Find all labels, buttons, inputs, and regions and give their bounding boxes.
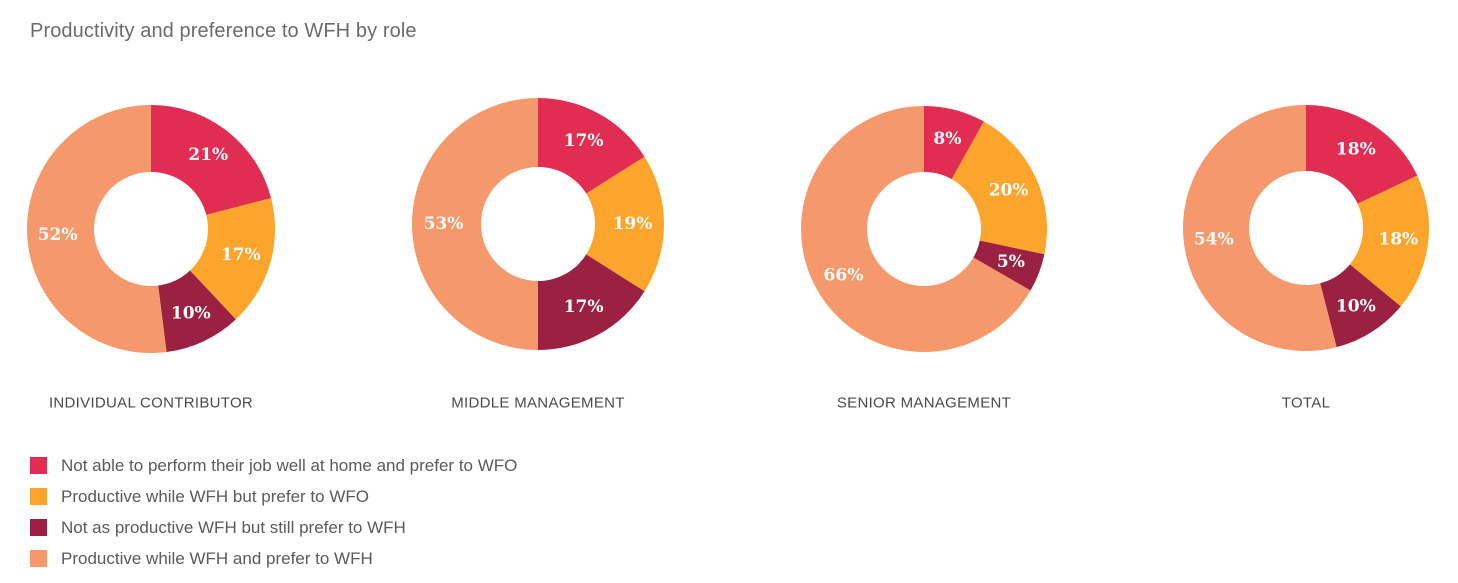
- slice-productive-prefer-wfh: [26, 105, 167, 353]
- slice-label: 10%: [1336, 297, 1376, 317]
- slice-productive-prefer-wfh: [1183, 105, 1337, 351]
- slice-label: 17%: [564, 297, 604, 317]
- slice-not-able-prefer-wfo: [924, 106, 984, 180]
- donut-hole: [867, 172, 981, 286]
- legend-label: Productive while WFH and prefer to WFH: [61, 548, 373, 568]
- legend-item-not-as-productive-prefer-wfh: Not as productive WFH but still prefer t…: [30, 512, 517, 543]
- slice-label: 18%: [1336, 139, 1376, 159]
- slice-not-as-productive-prefer-wfh: [1320, 264, 1401, 348]
- slice-not-able-prefer-wfo: [1306, 105, 1418, 204]
- slice-label: 21%: [188, 145, 228, 165]
- donut-hole: [481, 167, 595, 281]
- donut-chart-senior-management: 8% 20% 5% 66% SENIOR MANAGEMENT: [801, 105, 1047, 412]
- slice-label: 52%: [38, 225, 78, 245]
- legend-item-not-able-prefer-wfo: Not able to perform their job well at ho…: [30, 450, 517, 481]
- slice-label: 54%: [1194, 230, 1234, 250]
- chart-name: TOTAL: [1282, 395, 1330, 412]
- donut-chart-individual-contributor: 21% 17% 10% 52% INDIVIDUAL CONTRIBUTOR: [26, 105, 275, 412]
- slice-label: 8%: [933, 129, 961, 149]
- slice-label: 19%: [613, 214, 653, 234]
- legend-label: Productive while WFH but prefer to WFO: [61, 486, 369, 506]
- slice-not-able-prefer-wfo: [538, 98, 645, 194]
- slice-productive-prefer-wfh: [801, 105, 1031, 352]
- legend-swatch: [30, 519, 47, 536]
- slice-label: 5%: [997, 252, 1025, 272]
- chart-name: SENIOR MANAGEMENT: [837, 395, 1011, 412]
- chart-title: Productivity and preference to WFH by ro…: [30, 20, 417, 42]
- slice-label: 17%: [564, 131, 604, 151]
- slice-productive-prefer-wfh: [412, 98, 538, 350]
- legend-label: Not as productive WFH but still prefer t…: [61, 517, 406, 537]
- slice-label: 18%: [1378, 230, 1418, 250]
- slice-label: 66%: [824, 266, 864, 286]
- legend: Not able to perform their job well at ho…: [30, 450, 517, 574]
- slice-label: 10%: [171, 304, 211, 324]
- slice-productive-prefer-wfo: [951, 121, 1047, 255]
- slice-productive-prefer-wfo: [586, 156, 665, 292]
- legend-swatch: [30, 488, 47, 505]
- slice-productive-prefer-wfo: [1349, 175, 1429, 307]
- donut-hole: [94, 172, 208, 286]
- slice-label: 20%: [989, 180, 1029, 200]
- donut-chart-total: 18% 18% 10% 54% TOTAL: [1183, 105, 1429, 412]
- slice-not-able-prefer-wfo: [151, 105, 272, 215]
- chart-name: INDIVIDUAL CONTRIBUTOR: [49, 395, 253, 412]
- legend-label: Not able to perform their job well at ho…: [61, 455, 518, 475]
- slice-not-as-productive-prefer-wfh: [538, 254, 645, 350]
- legend-swatch: [30, 457, 47, 474]
- slice-productive-prefer-wfo: [190, 198, 275, 320]
- legend-item-productive-prefer-wfo: Productive while WFH but prefer to WFO: [30, 481, 517, 512]
- slice-not-as-productive-prefer-wfh: [158, 270, 236, 353]
- slice-label: 53%: [424, 214, 464, 234]
- chart-name: MIDDLE MANAGEMENT: [451, 395, 624, 412]
- slice-label: 17%: [221, 245, 261, 265]
- legend-swatch: [30, 550, 47, 567]
- slice-not-as-productive-prefer-wfh: [973, 240, 1045, 291]
- legend-item-productive-prefer-wfh: Productive while WFH and prefer to WFH: [30, 543, 517, 574]
- donut-chart-middle-management: 17% 19% 17% 53% MIDDLE MANAGEMENT: [412, 98, 665, 412]
- donut-charts: 21% 17% 10% 52% INDIVIDUAL CONTRIBUTOR 17% 19%…: [26, 98, 1429, 412]
- donut-hole: [1249, 171, 1363, 285]
